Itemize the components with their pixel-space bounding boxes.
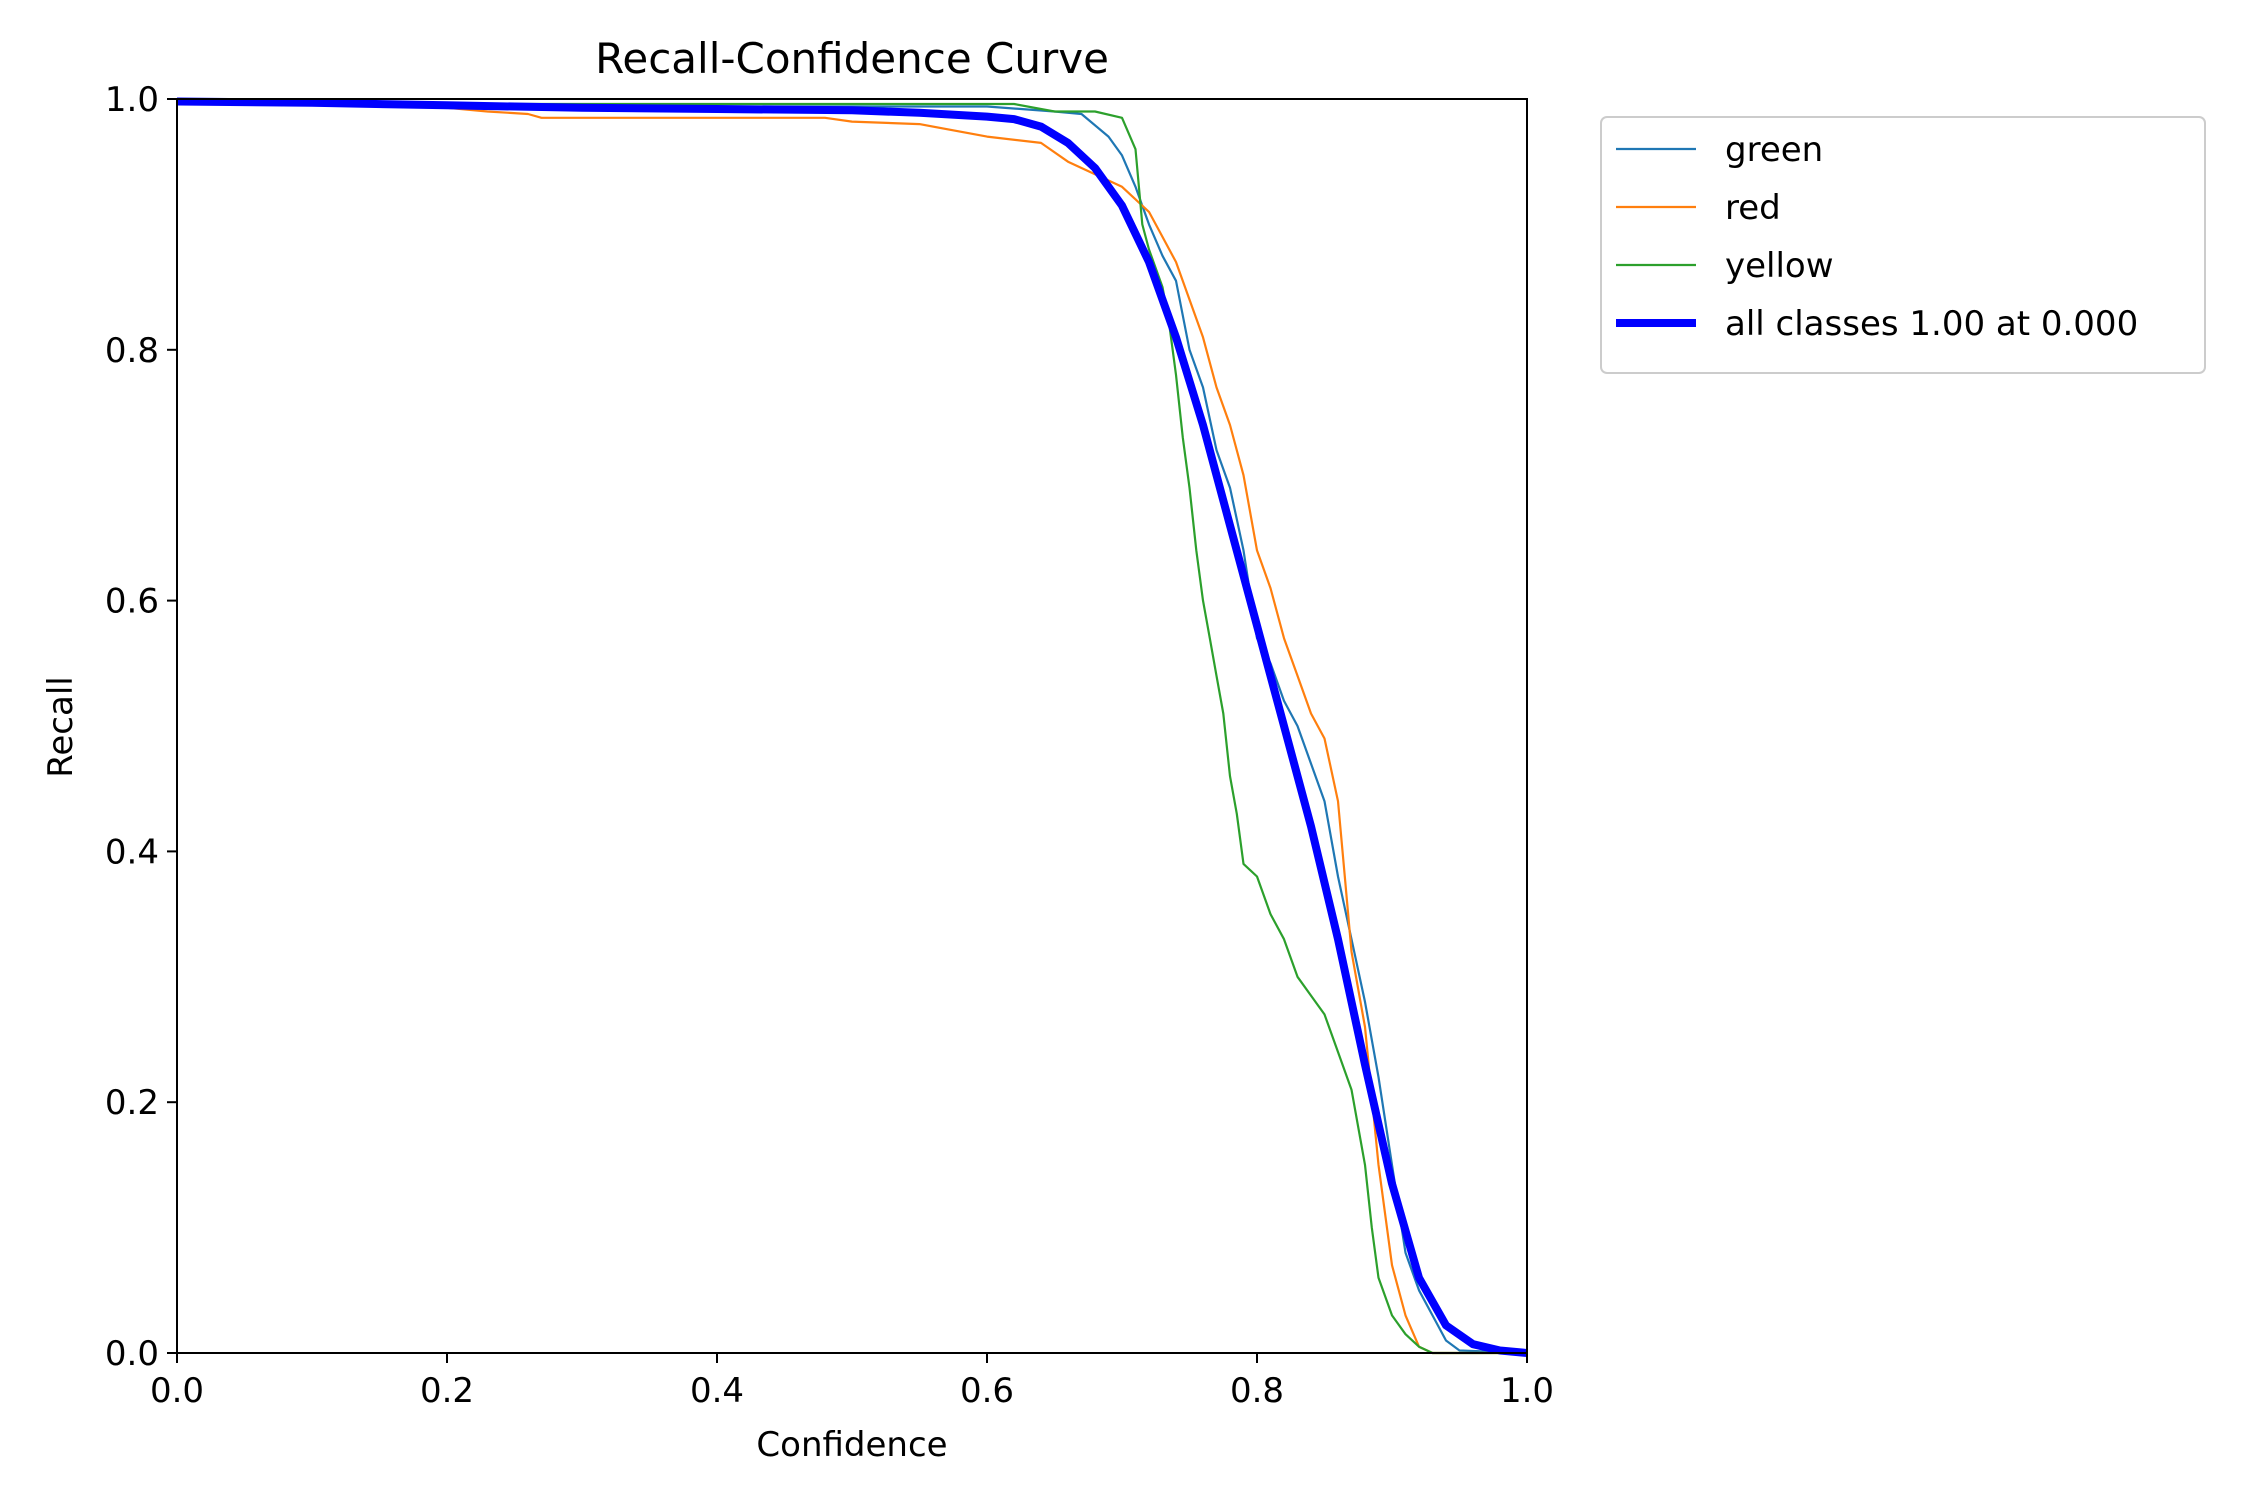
x-tick-label: 0.8 bbox=[1230, 1371, 1284, 1411]
x-tick-label: 1.0 bbox=[1500, 1371, 1554, 1411]
y-tick-label: 1.0 bbox=[105, 80, 159, 120]
plot-frame bbox=[176, 98, 1528, 1354]
legend-label: red bbox=[1725, 188, 1781, 228]
legend-label: green bbox=[1725, 130, 1823, 170]
x-tick-label: 0.2 bbox=[420, 1371, 474, 1411]
x-axis: 0.0 0.2 0.4 0.6 0.8 1.0 bbox=[150, 1353, 1554, 1411]
legend-label: yellow bbox=[1725, 246, 1834, 286]
y-axis-label: Recall bbox=[41, 676, 81, 777]
x-axis-label: Confidence bbox=[756, 1425, 947, 1465]
y-tick-label: 0.0 bbox=[105, 1334, 159, 1374]
y-tick-label: 0.2 bbox=[105, 1083, 159, 1123]
x-tick-label: 0.4 bbox=[690, 1371, 744, 1411]
y-tick-label: 0.4 bbox=[105, 832, 159, 872]
legend-label: all classes 1.00 at 0.000 bbox=[1725, 304, 2138, 344]
legend: green red yellow all classes 1.00 at 0.000 bbox=[1600, 116, 2206, 374]
plot-area bbox=[176, 97, 1528, 1357]
series-line-green bbox=[176, 101, 1528, 1355]
x-tick-label: 0.6 bbox=[960, 1371, 1014, 1411]
y-tick-label: 0.8 bbox=[105, 331, 159, 371]
series-line-red bbox=[176, 101, 1527, 1355]
y-axis: 0.0 0.2 0.4 0.6 0.8 1.0 bbox=[105, 80, 177, 1374]
chart-title: Recall-Confidence Curve bbox=[595, 34, 1109, 83]
x-tick-label: 0.0 bbox=[150, 1371, 204, 1411]
y-tick-label: 0.6 bbox=[105, 582, 159, 622]
series-line-all bbox=[176, 97, 1528, 1357]
series-line-yellow bbox=[176, 100, 1527, 1355]
legend-box bbox=[1600, 116, 2206, 374]
